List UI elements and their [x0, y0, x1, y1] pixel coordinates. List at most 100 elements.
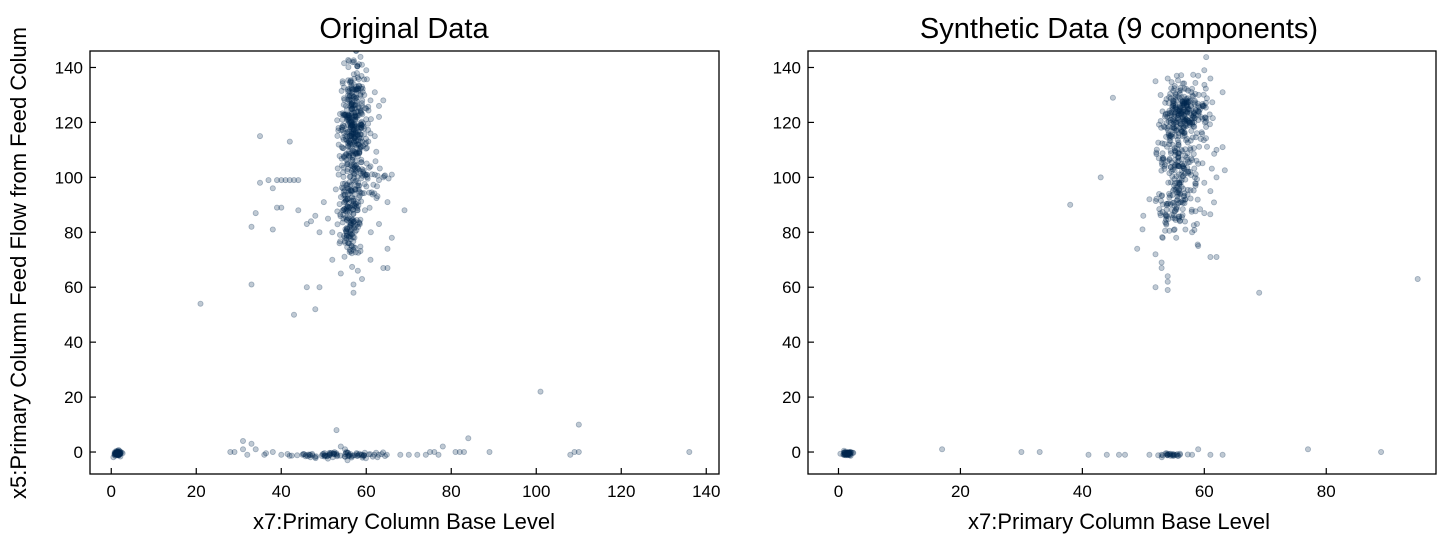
scatter-point: [1199, 115, 1206, 122]
scatter-point: [348, 110, 355, 117]
scatter-point: [343, 197, 350, 204]
scatter-point: [367, 97, 374, 104]
scatter-point: [1172, 104, 1179, 111]
scatter-point: [365, 103, 372, 110]
scatter-point: [1207, 451, 1214, 458]
scatter-point: [1180, 116, 1187, 123]
scatter-point: [348, 149, 355, 156]
scatter-point: [348, 92, 355, 99]
scatter-point: [116, 450, 123, 457]
scatter-point: [1202, 99, 1209, 106]
scatter-point: [1177, 450, 1184, 457]
scatter-point: [352, 116, 359, 123]
scatter-point: [1179, 98, 1186, 105]
scatter-point: [1189, 156, 1196, 163]
scatter-point: [338, 124, 345, 131]
scatter-point: [844, 449, 851, 456]
scatter-point: [347, 122, 354, 129]
scatter-point: [362, 135, 369, 142]
scatter-point: [357, 159, 364, 166]
scatter-point: [114, 451, 121, 458]
scatter-point: [261, 451, 268, 458]
scatter-point: [295, 207, 302, 214]
scatter-point: [345, 187, 352, 194]
scatter-point: [351, 126, 358, 133]
scatter-point: [351, 135, 358, 142]
scatter-point: [845, 450, 852, 457]
scatter-point: [350, 152, 357, 159]
scatter-point: [350, 127, 357, 134]
scatter-point: [350, 244, 357, 251]
scatter-point: [1178, 199, 1185, 206]
scatter-point: [1178, 108, 1185, 115]
scatter-point: [1171, 162, 1178, 169]
scatter-point: [352, 123, 359, 130]
scatter-point: [343, 150, 350, 157]
scatter-point: [845, 449, 852, 456]
scatter-point: [1183, 102, 1190, 109]
scatter-point: [460, 448, 467, 455]
scatter-point: [248, 281, 255, 288]
scatter-point: [384, 199, 391, 206]
scatter-point: [348, 250, 355, 257]
scatter-point: [356, 219, 363, 226]
scatter-point: [345, 58, 352, 65]
scatter-point: [1173, 127, 1180, 134]
scatter-point: [336, 201, 343, 208]
scatter-point: [1152, 284, 1159, 291]
scatter-point: [1167, 147, 1174, 154]
scatter-point: [350, 218, 357, 225]
scatter-point: [1181, 170, 1188, 177]
scatter-point: [336, 240, 343, 247]
scatter-point: [351, 186, 358, 193]
scatter-point: [575, 448, 582, 455]
scatter-point: [348, 162, 355, 169]
scatter-point: [112, 451, 119, 458]
scatter-point: [364, 173, 371, 180]
scatter-point: [349, 116, 356, 123]
scatter-point: [344, 168, 351, 175]
scatter-point: [1188, 116, 1195, 123]
scatter-point: [350, 102, 357, 109]
scatter-point: [363, 183, 370, 190]
scatter-point: [115, 449, 122, 456]
scatter-point: [347, 139, 354, 146]
scatter-point: [348, 110, 355, 117]
scatter-point: [353, 144, 360, 151]
scatter-point: [345, 64, 352, 71]
scatter-point: [333, 451, 340, 458]
scatter-point: [359, 85, 366, 92]
scatter-point: [351, 105, 358, 112]
scatter-point: [239, 437, 246, 444]
scatter-point: [1163, 120, 1170, 127]
scatter-point: [350, 163, 357, 170]
scatter-point: [1183, 116, 1190, 123]
scatter-point: [351, 225, 358, 232]
scatter-point: [356, 105, 363, 112]
scatter-point: [1184, 191, 1191, 198]
scatter-point: [346, 133, 353, 140]
scatter-point: [373, 183, 380, 190]
scatter-point: [344, 196, 351, 203]
scatter-point: [348, 217, 355, 224]
scatter-point: [841, 449, 848, 456]
plot-frame: [807, 50, 1437, 475]
x-tick-label: 0: [107, 482, 116, 501]
scatter-point: [341, 253, 348, 260]
scatter-point: [1194, 176, 1201, 183]
scatter-point: [359, 97, 366, 104]
scatter-point: [1172, 186, 1179, 193]
scatter-point: [1184, 98, 1191, 105]
scatter-point: [1180, 107, 1187, 114]
scatter-point: [337, 213, 344, 220]
scatter-point: [357, 92, 364, 99]
scatter-point: [344, 161, 351, 168]
scatter-point: [353, 452, 360, 459]
scatter-point: [348, 197, 355, 204]
scatter-point: [351, 234, 358, 241]
scatter-point: [331, 449, 338, 456]
scatter-point: [197, 300, 204, 307]
scatter-point: [352, 128, 359, 135]
scatter-point: [1191, 115, 1198, 122]
scatter-point: [1174, 158, 1181, 165]
